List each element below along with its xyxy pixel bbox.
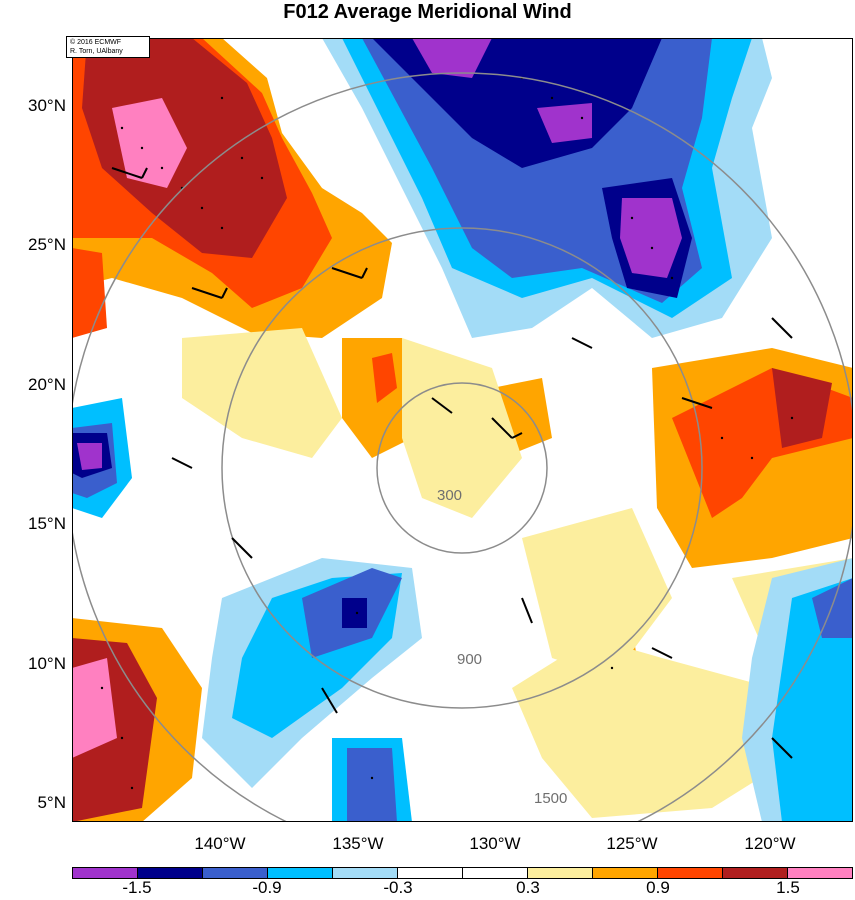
colorbar-swatch-0 [73,868,138,878]
wind-barbs [111,167,793,759]
ring-label-300: 300 [437,487,462,504]
colorbar-swatch-5 [398,868,463,878]
lat-label-15: 15°N [28,514,66,533]
colorbar-swatch-9 [658,868,723,878]
range-rings [72,72,853,822]
lon-label-125w: 125°W [606,834,658,853]
lat-label-5: 5°N [37,793,66,812]
lon-label-135w: 135°W [332,834,384,853]
colorbar-label-5: 1.5 [776,878,800,897]
ring-label-900: 900 [457,651,482,668]
colorbar-label-0: -1.5 [122,878,152,897]
lat-label-10: 10°N [28,654,66,673]
colorbar-label-2: -0.3 [383,878,413,897]
stippling-dots [100,76,794,790]
range-ring-labels: 300 900 1500 [437,487,567,807]
colorbar-swatch-11 [788,868,852,878]
colorbar-swatch-10 [723,868,788,878]
copyright-box: © 2016 ECMWF R. Torn, UAlbany [66,36,150,58]
copyright-line2: R. Torn, UAlbany [70,48,123,55]
copyright-line1: © 2016 ECMWF [70,39,122,46]
colorbar-label-1: -0.9 [252,878,282,897]
colorbar [72,867,853,879]
lon-label-120w: 120°W [744,834,796,853]
lat-label-20: 20°N [28,375,66,394]
colorbar-swatch-4 [333,868,398,878]
plot-title: F012 Average Meridional Wind [283,1,572,23]
colorbar-swatch-7 [528,868,593,878]
map-canvas: 300 900 1500 [72,38,853,822]
shaded-field [72,38,853,822]
colorbar-swatch-2 [203,868,268,878]
colorbar-swatch-8 [593,868,658,878]
lat-label-25: 25°N [28,235,66,254]
lon-label-140w: 140°W [194,834,246,853]
colorbar-swatch-6 [463,868,528,878]
colorbar-swatch-3 [268,868,333,878]
colorbar-label-4: 0.9 [646,878,670,897]
ring-label-1500: 1500 [534,790,567,807]
lon-label-130w: 130°W [469,834,521,853]
colorbar-swatch-1 [138,868,203,878]
lat-label-30: 30°N [28,96,66,115]
map-panel[interactable]: 300 900 1500 [72,38,853,822]
colorbar-label-3: 0.3 [516,878,540,897]
